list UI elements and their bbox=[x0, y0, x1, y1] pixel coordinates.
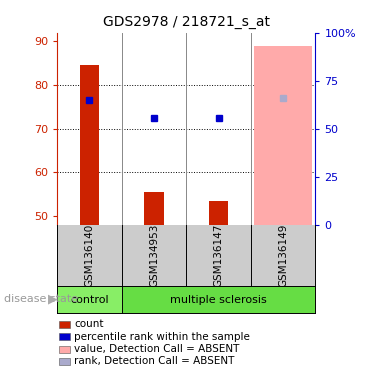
Text: GSM136140: GSM136140 bbox=[84, 224, 94, 287]
Text: control: control bbox=[70, 295, 109, 305]
Bar bbox=[209, 201, 228, 225]
Title: GDS2978 / 218721_s_at: GDS2978 / 218721_s_at bbox=[103, 15, 270, 29]
Text: GSM136147: GSM136147 bbox=[214, 223, 223, 287]
Bar bbox=[254, 46, 312, 225]
Text: ▶: ▶ bbox=[48, 292, 58, 305]
Text: rank, Detection Call = ABSENT: rank, Detection Call = ABSENT bbox=[74, 356, 234, 366]
Text: value, Detection Call = ABSENT: value, Detection Call = ABSENT bbox=[74, 344, 239, 354]
Text: GSM134953: GSM134953 bbox=[149, 223, 159, 287]
Bar bbox=[80, 65, 99, 225]
Text: GSM136149: GSM136149 bbox=[278, 223, 288, 287]
Text: count: count bbox=[74, 319, 104, 329]
Bar bbox=[57, 286, 122, 313]
Text: multiple sclerosis: multiple sclerosis bbox=[170, 295, 267, 305]
Text: disease state: disease state bbox=[4, 294, 78, 304]
Bar bbox=[144, 192, 163, 225]
Text: percentile rank within the sample: percentile rank within the sample bbox=[74, 332, 250, 342]
